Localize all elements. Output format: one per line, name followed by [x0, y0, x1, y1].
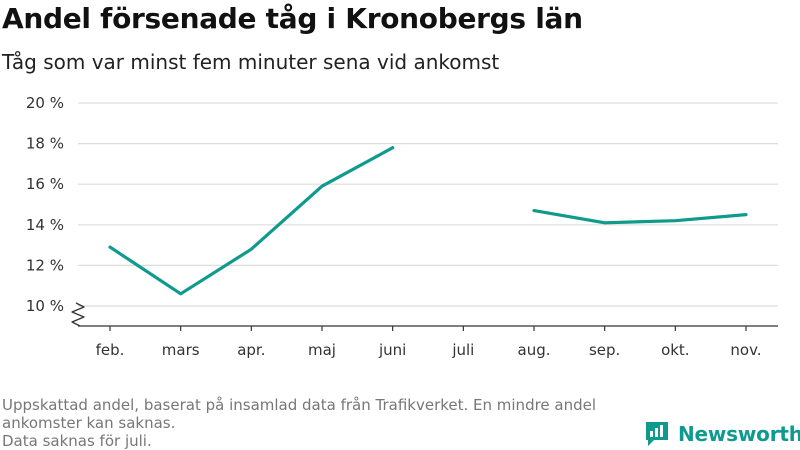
chart-subtitle: Tåg som var minst fem minuter sena vid a… — [2, 50, 500, 74]
y-tick-label-10: 10 % — [26, 297, 64, 315]
brand: Newsworthy — [644, 419, 800, 449]
x-tick-label-7: sep. — [589, 341, 620, 359]
y-tick-label-18: 18 % — [26, 135, 64, 153]
chart-title: Andel försenade tåg i Kronobergs län — [2, 2, 583, 35]
x-tick-label-4: juni — [378, 341, 406, 359]
x-tick-label-9: nov. — [730, 341, 761, 359]
y-tick-label-20: 20 % — [26, 94, 64, 112]
x-tick-label-5: juli — [451, 341, 474, 359]
y-axis-tick-labels: 10 % 12 % 14 % 16 % 18 % 20 % — [26, 94, 64, 315]
y-axis-break-marker — [71, 302, 85, 327]
series-0-segment-1 — [532, 209, 748, 225]
series-0-segment-0 — [108, 146, 395, 296]
y-tick-label-12: 12 % — [26, 256, 64, 274]
brand-name: Newsworthy — [678, 422, 800, 446]
x-tick-label-1: mars — [162, 341, 200, 359]
x-tick-label-8: okt. — [661, 341, 690, 359]
line-chart: 10 % 12 % 14 % 16 % 18 % 20 % feb. mars apr. maj… — [26, 94, 778, 359]
y-tick-label-14: 14 % — [26, 216, 64, 234]
newsworthy-logo-icon — [646, 422, 668, 446]
x-tick-label-6: aug. — [518, 341, 551, 359]
y-tick-label-16: 16 % — [26, 175, 64, 193]
x-axis — [71, 302, 778, 331]
series-lines — [108, 146, 748, 296]
gridlines — [78, 102, 778, 307]
chart-footnote: Uppskattad andel, baserat på insamlad da… — [2, 396, 642, 450]
x-tick-label-2: apr. — [237, 341, 265, 359]
x-axis-tick-labels: feb. mars apr. maj juni juli aug. sep. okt. nov. — [96, 341, 762, 359]
x-tick-label-0: feb. — [96, 341, 125, 359]
footnote-source: Uppskattad andel, baserat på insamlad da… — [2, 396, 597, 432]
x-tick-label-3: maj — [308, 341, 336, 359]
footnote-missing-data: Data saknas för juli. — [2, 432, 152, 450]
